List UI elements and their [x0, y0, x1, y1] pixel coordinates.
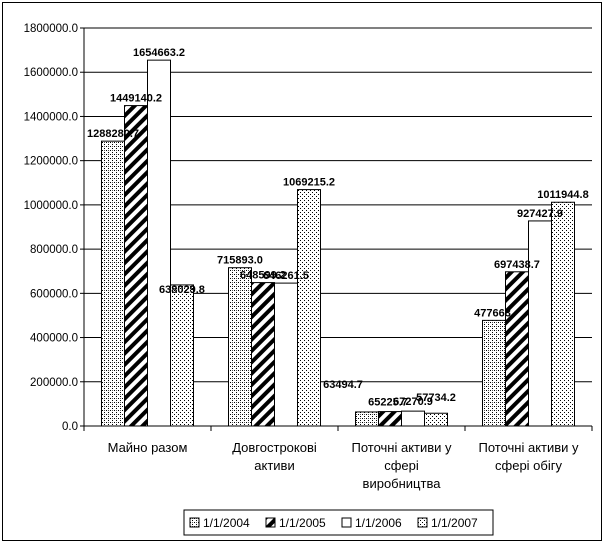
bar: [101, 140, 125, 427]
bars: [101, 59, 575, 427]
legend-label: 1/1/2006: [355, 516, 402, 530]
data-label: 697438.7: [494, 259, 540, 271]
data-label: 648599.2: [240, 270, 286, 282]
category-labels: Майно разом Довгострокові активи Поточні ак…: [108, 440, 579, 491]
category-label: активи: [254, 458, 294, 473]
bar: [378, 411, 402, 427]
y-tick-label: 400000.0: [30, 333, 78, 345]
y-tick-label: 1800000.0: [24, 23, 78, 35]
category-label: Поточні активи у: [351, 440, 452, 455]
data-label: 1011944.8: [537, 189, 588, 201]
data-labels: 1288280.7 1449140.2 1654663.2 638029.8 71589…: [87, 47, 589, 408]
legend-swatch: [341, 517, 352, 528]
data-label: 63494.7: [323, 379, 363, 391]
bar: [482, 319, 506, 427]
bar: [297, 189, 321, 427]
category-label: сфері обігу: [495, 458, 562, 473]
bar: [170, 284, 194, 427]
data-label: 65225.7: [368, 397, 408, 409]
y-tick-label: 200000.0: [30, 377, 78, 389]
bar: [551, 201, 575, 427]
data-label: 1654663.2: [133, 47, 185, 59]
bar: [355, 411, 379, 427]
legend-box: [183, 509, 494, 536]
category-label: Довгострокові: [232, 440, 317, 455]
category-label: Поточні активи у: [478, 440, 579, 455]
data-label: 1069215.2: [283, 177, 335, 189]
legend-swatch: [189, 517, 200, 528]
data-label: 57734.2: [416, 392, 456, 404]
bar: [528, 220, 552, 427]
data-label: 1288280.7: [87, 128, 139, 140]
bar: [124, 105, 148, 427]
legend-swatch: [417, 517, 428, 528]
data-label: 638029.8: [159, 284, 205, 296]
legend: 1/1/2004 1/1/2005 1/1/2006 1/1/2007: [183, 509, 494, 536]
legend-label: 1/1/2007: [431, 516, 478, 530]
data-label: 477663.: [474, 307, 514, 319]
bar: [505, 271, 529, 427]
data-label: 715893.0: [217, 255, 263, 267]
y-tick-label: 1200000.0: [24, 156, 78, 168]
data-label: 646261.5: [263, 270, 309, 282]
bar: [401, 410, 425, 427]
legend-label: 1/1/2004: [203, 516, 250, 530]
bar: [228, 267, 252, 427]
y-tick-label: 1400000.0: [24, 111, 78, 123]
y-tick-label: 600000.0: [30, 288, 78, 300]
category-label: сфері: [384, 458, 419, 473]
bar: [424, 412, 448, 427]
bar: [251, 282, 275, 427]
y-tick-label: 0.0: [62, 421, 78, 433]
legend-label: 1/1/2005: [279, 516, 326, 530]
y-tick-label: 800000.0: [30, 244, 78, 256]
y-tick-label: 1000000.0: [24, 200, 78, 212]
category-label: Майно разом: [108, 440, 188, 455]
legend-swatch: [265, 517, 276, 528]
data-label: 927427.9: [517, 208, 563, 220]
data-label: 67270.9: [393, 396, 433, 408]
bar: [274, 282, 298, 427]
category-label: виробництва: [363, 476, 442, 491]
data-label: 1449140.2: [110, 93, 162, 105]
y-tick-label: 1600000.0: [24, 67, 78, 79]
bar: [147, 59, 171, 427]
